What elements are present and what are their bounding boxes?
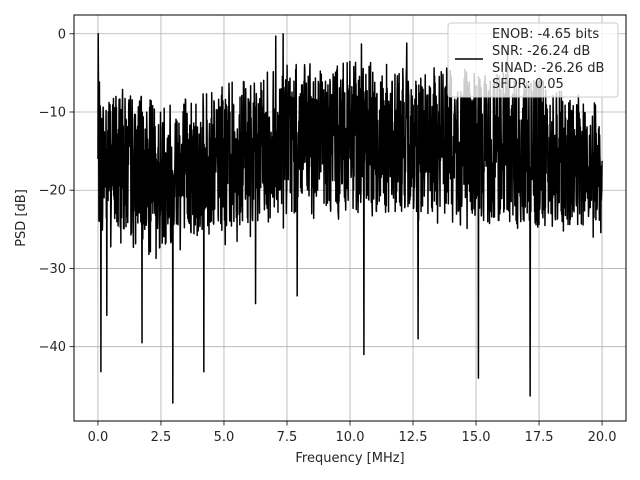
y-tick-label: −40 bbox=[39, 340, 66, 355]
x-axis: 0.0 2.5 5.0 7.5 10.0 12.5 15.0 17.5 20.0 bbox=[88, 421, 617, 445]
x-tick-label: 7.5 bbox=[277, 430, 298, 445]
legend: ENOB: -4.65 bits SNR: -26.24 dB SINAD: -… bbox=[447, 22, 619, 98]
y-tick-label: 0 bbox=[58, 27, 66, 42]
legend-entry-sinad: SINAD: -26.26 dB bbox=[492, 61, 604, 76]
x-tick-label: 10.0 bbox=[336, 430, 365, 445]
x-tick-label: 20.0 bbox=[588, 430, 617, 445]
y-axis-title: PSD [dB] bbox=[14, 189, 29, 247]
legend-box bbox=[447, 22, 619, 98]
y-axis: 0 −10 −20 −30 −40 bbox=[39, 27, 74, 355]
x-tick-label: 12.5 bbox=[399, 430, 428, 445]
x-tick-label: 2.5 bbox=[151, 430, 172, 445]
series-layer bbox=[97, 33, 603, 404]
psd-series-line bbox=[97, 33, 603, 404]
x-tick-label: 17.5 bbox=[525, 430, 554, 445]
legend-entry-snr: SNR: -26.24 dB bbox=[492, 44, 590, 59]
x-tick-label: 15.0 bbox=[462, 430, 491, 445]
legend-entry-enob: ENOB: -4.65 bits bbox=[492, 27, 599, 42]
x-tick-label: 5.0 bbox=[214, 430, 235, 445]
y-tick-label: −10 bbox=[39, 106, 66, 121]
x-axis-title: Frequency [MHz] bbox=[295, 451, 404, 466]
y-tick-label: −20 bbox=[39, 184, 66, 199]
y-tick-label: −30 bbox=[39, 262, 66, 277]
legend-entry-sfdr: SFDR: 0.05 bbox=[492, 77, 564, 92]
x-tick-label: 0.0 bbox=[88, 430, 109, 445]
